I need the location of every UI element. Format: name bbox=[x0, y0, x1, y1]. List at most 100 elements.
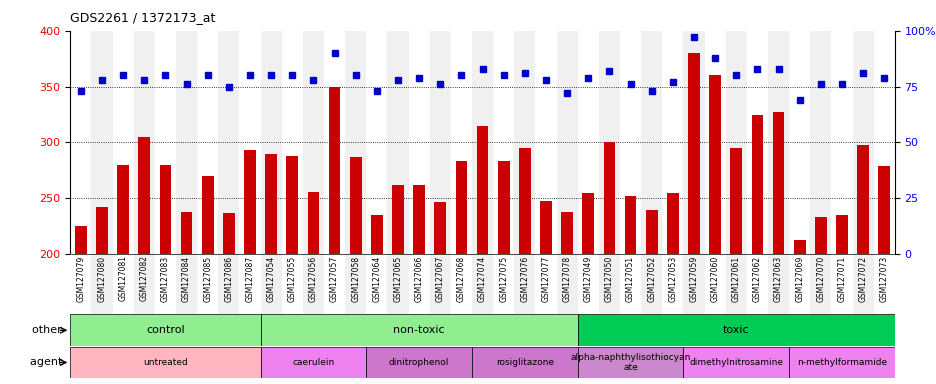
Bar bbox=[682, 31, 704, 254]
Bar bbox=[197, 254, 218, 314]
Bar bbox=[662, 31, 682, 254]
Bar bbox=[159, 165, 171, 384]
Bar bbox=[810, 254, 830, 314]
Bar bbox=[387, 254, 408, 314]
Bar bbox=[70, 254, 92, 314]
Bar bbox=[598, 31, 620, 254]
Bar bbox=[878, 166, 889, 384]
Text: dimethylnitrosamine: dimethylnitrosamine bbox=[689, 358, 782, 367]
Text: GSM127072: GSM127072 bbox=[857, 255, 867, 301]
Bar bbox=[872, 254, 894, 314]
Bar bbox=[768, 31, 788, 254]
Bar bbox=[476, 126, 488, 384]
Bar bbox=[260, 31, 282, 254]
Bar bbox=[682, 347, 788, 378]
Bar bbox=[408, 31, 430, 254]
Bar bbox=[682, 254, 704, 314]
Bar bbox=[112, 31, 134, 254]
Bar bbox=[751, 114, 763, 384]
Bar bbox=[117, 165, 129, 384]
Text: GSM127074: GSM127074 bbox=[477, 255, 487, 302]
Bar bbox=[810, 31, 830, 254]
Bar bbox=[70, 347, 260, 378]
Bar bbox=[598, 254, 620, 314]
Bar bbox=[218, 31, 240, 254]
Bar bbox=[307, 192, 319, 384]
Bar bbox=[366, 347, 472, 378]
Bar bbox=[112, 254, 134, 314]
Bar bbox=[788, 31, 810, 254]
Bar bbox=[788, 347, 894, 378]
Bar bbox=[139, 137, 150, 384]
Bar bbox=[223, 213, 234, 384]
Bar bbox=[624, 196, 636, 384]
Text: non-toxic: non-toxic bbox=[393, 325, 445, 335]
Bar bbox=[197, 31, 218, 254]
Bar bbox=[872, 31, 894, 254]
Bar bbox=[302, 254, 324, 314]
Bar bbox=[392, 185, 403, 384]
Bar bbox=[852, 254, 872, 314]
Bar bbox=[430, 31, 450, 254]
Bar bbox=[835, 215, 847, 384]
Bar bbox=[387, 31, 408, 254]
Bar bbox=[556, 31, 578, 254]
Text: GSM127068: GSM127068 bbox=[457, 255, 465, 301]
Text: alpha-naphthylisothiocyan
ate: alpha-naphthylisothiocyan ate bbox=[570, 353, 690, 372]
Text: GSM127064: GSM127064 bbox=[372, 255, 381, 302]
Text: GSM127062: GSM127062 bbox=[753, 255, 761, 301]
Bar bbox=[450, 254, 472, 314]
Text: GSM127087: GSM127087 bbox=[245, 255, 255, 301]
Bar bbox=[578, 254, 598, 314]
Bar bbox=[704, 31, 724, 254]
Text: GSM127051: GSM127051 bbox=[625, 255, 635, 301]
Bar bbox=[830, 31, 852, 254]
Bar bbox=[324, 254, 344, 314]
Text: GSM127079: GSM127079 bbox=[76, 255, 85, 302]
Bar bbox=[181, 212, 192, 384]
Bar bbox=[497, 161, 509, 384]
Text: GSM127070: GSM127070 bbox=[815, 255, 825, 302]
Text: GSM127071: GSM127071 bbox=[837, 255, 845, 301]
Text: dinitrophenol: dinitrophenol bbox=[388, 358, 449, 367]
Text: GSM127078: GSM127078 bbox=[562, 255, 571, 301]
Bar bbox=[730, 148, 741, 384]
Bar bbox=[282, 31, 302, 254]
Bar bbox=[539, 200, 551, 384]
Bar bbox=[430, 254, 450, 314]
Bar bbox=[472, 254, 492, 314]
Text: GSM127060: GSM127060 bbox=[709, 255, 719, 302]
Text: GSM127058: GSM127058 bbox=[351, 255, 359, 301]
Bar bbox=[492, 31, 514, 254]
Text: GSM127085: GSM127085 bbox=[203, 255, 212, 301]
Text: GSM127069: GSM127069 bbox=[795, 255, 803, 302]
Bar bbox=[286, 156, 298, 384]
Text: rosiglitazone: rosiglitazone bbox=[495, 358, 553, 367]
Text: GSM127073: GSM127073 bbox=[879, 255, 888, 302]
Bar bbox=[709, 75, 720, 384]
Bar bbox=[176, 254, 197, 314]
Bar bbox=[640, 31, 662, 254]
Text: GSM127067: GSM127067 bbox=[435, 255, 445, 302]
Bar bbox=[603, 142, 615, 384]
Bar bbox=[455, 161, 467, 384]
Bar bbox=[645, 210, 657, 384]
Bar bbox=[70, 314, 260, 346]
Bar bbox=[154, 254, 176, 314]
Bar bbox=[218, 254, 240, 314]
Text: GSM127083: GSM127083 bbox=[161, 255, 169, 301]
Bar bbox=[746, 254, 768, 314]
Bar bbox=[265, 154, 277, 384]
Text: GSM127061: GSM127061 bbox=[731, 255, 740, 301]
Text: GSM127077: GSM127077 bbox=[541, 255, 549, 302]
Bar bbox=[666, 193, 678, 384]
Text: GSM127086: GSM127086 bbox=[224, 255, 233, 301]
Bar bbox=[260, 254, 282, 314]
Bar bbox=[413, 185, 425, 384]
Bar bbox=[830, 254, 852, 314]
Bar bbox=[282, 254, 302, 314]
Bar bbox=[349, 157, 361, 384]
Text: GSM127050: GSM127050 bbox=[605, 255, 613, 302]
Bar bbox=[746, 31, 768, 254]
Bar bbox=[687, 53, 699, 384]
